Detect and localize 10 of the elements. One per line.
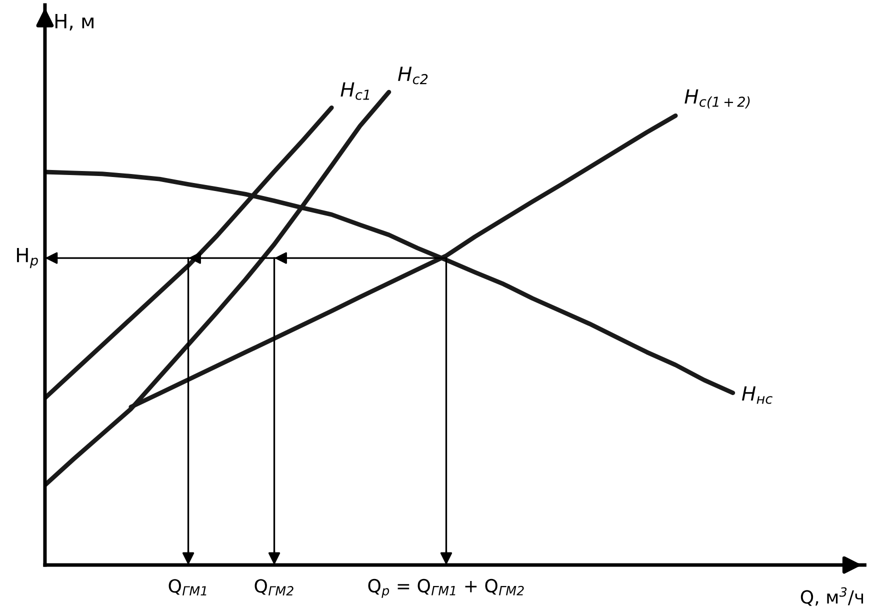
x-tick-label: Q$_{p}$ = Q$_{ГМ1}$ + Q$_{ГМ2}$ (368, 578, 524, 598)
series-label: H$_{с(1+2)}$ (684, 89, 750, 109)
ref-line-label: H$_{p}$ (17, 248, 38, 268)
series-label: H$_{нс}$ (742, 386, 772, 404)
x-tick-label: Q$_{ГМ1}$ (168, 579, 206, 596)
x-axis-title: Q, м$^{3}$/ч (800, 587, 864, 606)
series-label: H$_{с2}$ (398, 66, 428, 84)
y-axis-title: H, м (55, 14, 94, 30)
x-tick-label: Q$_{ГМ2}$ (254, 579, 294, 596)
series-label: H$_{с1}$ (340, 82, 370, 100)
